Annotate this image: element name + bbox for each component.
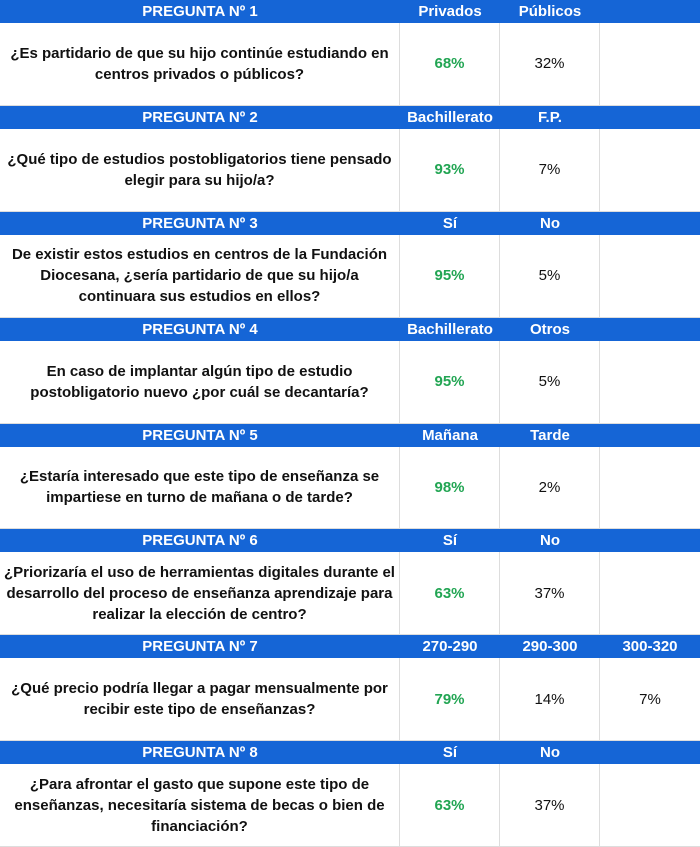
answer-value: 32% xyxy=(500,23,600,105)
question-text: ¿Es partidario de que su hijo continúe e… xyxy=(0,23,400,105)
answer-value: 68% xyxy=(400,23,500,105)
question-block: PREGUNTA Nº 3 Sí No De existir estos estudi… xyxy=(0,211,700,318)
question-block: PREGUNTA Nº 5 Mañana Tarde ¿Estaría interes… xyxy=(0,423,700,530)
question-title: PREGUNTA Nº 7 xyxy=(142,638,258,656)
question-text: ¿Qué precio podría llegar a pagar mensua… xyxy=(0,658,400,741)
question-text: ¿Estaría interesado que este tipo de ens… xyxy=(0,446,400,529)
option-label: Públicos xyxy=(518,3,582,20)
question-header: PREGUNTA Nº 1 Privados Públicos xyxy=(0,0,700,23)
question-title: PREGUNTA Nº 1 xyxy=(142,3,258,20)
question-text: ¿Priorizaría el uso de herramientas digi… xyxy=(0,552,400,635)
question-title: PREGUNTA Nº 5 xyxy=(142,426,258,444)
option-label: No xyxy=(540,532,560,550)
option-label: Mañana xyxy=(422,426,478,444)
question-title: PREGUNTA Nº 2 xyxy=(142,108,258,126)
question-block: PREGUNTA Nº 7 270-290 290-300 300-320 ¿Qué p… xyxy=(0,635,700,742)
option-label: 270-290 xyxy=(422,638,478,656)
empty-cell xyxy=(600,764,700,846)
empty-cell xyxy=(600,529,700,552)
question-title: PREGUNTA Nº 4 xyxy=(142,320,258,338)
option-label: Bachillerato xyxy=(407,108,493,126)
option-label: Sí xyxy=(442,214,458,232)
empty-cell xyxy=(600,318,700,341)
option-label: 300-320 xyxy=(622,638,678,656)
answer-value: 7% xyxy=(500,128,600,211)
answer-value: 79% xyxy=(400,658,500,741)
question-header: PREGUNTA Nº 7 270-290 290-300 300-320 xyxy=(0,635,700,659)
question-title: PREGUNTA Nº 3 xyxy=(142,214,258,232)
question-row: ¿Priorizaría el uso de herramientas digi… xyxy=(0,552,700,636)
answer-value: 2% xyxy=(500,446,600,529)
question-block: PREGUNTA Nº 2 Bachillerato F.P. ¿Qué tipo d… xyxy=(0,105,700,212)
option-label: Tarde xyxy=(530,426,570,444)
answer-value: 37% xyxy=(500,764,600,846)
question-row: En caso de implantar algún tipo de estud… xyxy=(0,340,700,424)
empty-cell xyxy=(600,212,700,235)
question-title: PREGUNTA Nº 8 xyxy=(142,744,258,762)
option-label: Otros xyxy=(529,320,570,338)
question-block: PREGUNTA Nº 1 Privados Públicos ¿Es partida… xyxy=(0,0,700,106)
answer-value: 37% xyxy=(500,552,600,635)
question-row: De existir estos estudios en centros de … xyxy=(0,234,700,318)
answer-value: 98% xyxy=(400,446,500,529)
question-header: PREGUNTA Nº 4 Bachillerato Otros xyxy=(0,317,700,341)
empty-cell xyxy=(600,235,700,317)
option-label: Sí xyxy=(442,744,458,762)
question-block: PREGUNTA Nº 8 Sí No ¿Para afrontar el gasto… xyxy=(0,741,700,847)
option-label: No xyxy=(540,214,560,232)
question-header: PREGUNTA Nº 3 Sí No xyxy=(0,211,700,235)
empty-cell xyxy=(600,552,700,634)
empty-cell xyxy=(600,0,700,23)
question-row: ¿Estaría interesado que este tipo de ens… xyxy=(0,446,700,530)
question-text: ¿Para afrontar el gasto que supone este … xyxy=(0,764,400,846)
question-text: ¿Qué tipo de estudios postobligatorios t… xyxy=(0,128,400,211)
empty-cell xyxy=(600,106,700,129)
option-label: No xyxy=(540,744,560,762)
answer-value: 63% xyxy=(400,764,500,846)
answer-value: 14% xyxy=(500,658,600,741)
option-label: 290-300 xyxy=(522,638,578,656)
empty-cell xyxy=(600,447,700,529)
option-label: Bachillerato xyxy=(407,320,493,338)
question-title: PREGUNTA Nº 6 xyxy=(142,532,258,550)
question-block: PREGUNTA Nº 4 Bachillerato Otros En caso de… xyxy=(0,317,700,424)
answer-value: 7% xyxy=(639,690,661,708)
question-header: PREGUNTA Nº 2 Bachillerato F.P. xyxy=(0,105,700,129)
answer-value: 5% xyxy=(500,340,600,423)
answer-value: 5% xyxy=(500,234,600,317)
question-block: PREGUNTA Nº 6 Sí No ¿Priorizaría el uso de … xyxy=(0,529,700,636)
question-text: De existir estos estudios en centros de … xyxy=(0,234,400,317)
empty-cell xyxy=(600,341,700,423)
question-row: ¿Qué tipo de estudios postobligatorios t… xyxy=(0,128,700,212)
empty-cell xyxy=(600,741,700,764)
empty-cell xyxy=(600,23,700,105)
option-label: Sí xyxy=(442,532,458,550)
question-row: ¿Es partidario de que su hijo continúe e… xyxy=(0,23,700,106)
question-row: ¿Qué precio podría llegar a pagar mensua… xyxy=(0,658,700,742)
answer-value: 95% xyxy=(400,340,500,423)
empty-cell xyxy=(600,129,700,211)
question-text: En caso de implantar algún tipo de estud… xyxy=(0,340,400,423)
empty-cell xyxy=(600,424,700,447)
option-label: Privados xyxy=(418,3,482,20)
option-label: F.P. xyxy=(538,108,562,126)
answer-value: 93% xyxy=(400,128,500,211)
answer-value: 95% xyxy=(400,234,500,317)
answer-value: 63% xyxy=(400,552,500,635)
question-header: PREGUNTA Nº 5 Mañana Tarde xyxy=(0,423,700,447)
question-header: PREGUNTA Nº 8 Sí No xyxy=(0,741,700,765)
question-header: PREGUNTA Nº 6 Sí No xyxy=(0,529,700,553)
question-row: ¿Para afrontar el gasto que supone este … xyxy=(0,764,700,847)
